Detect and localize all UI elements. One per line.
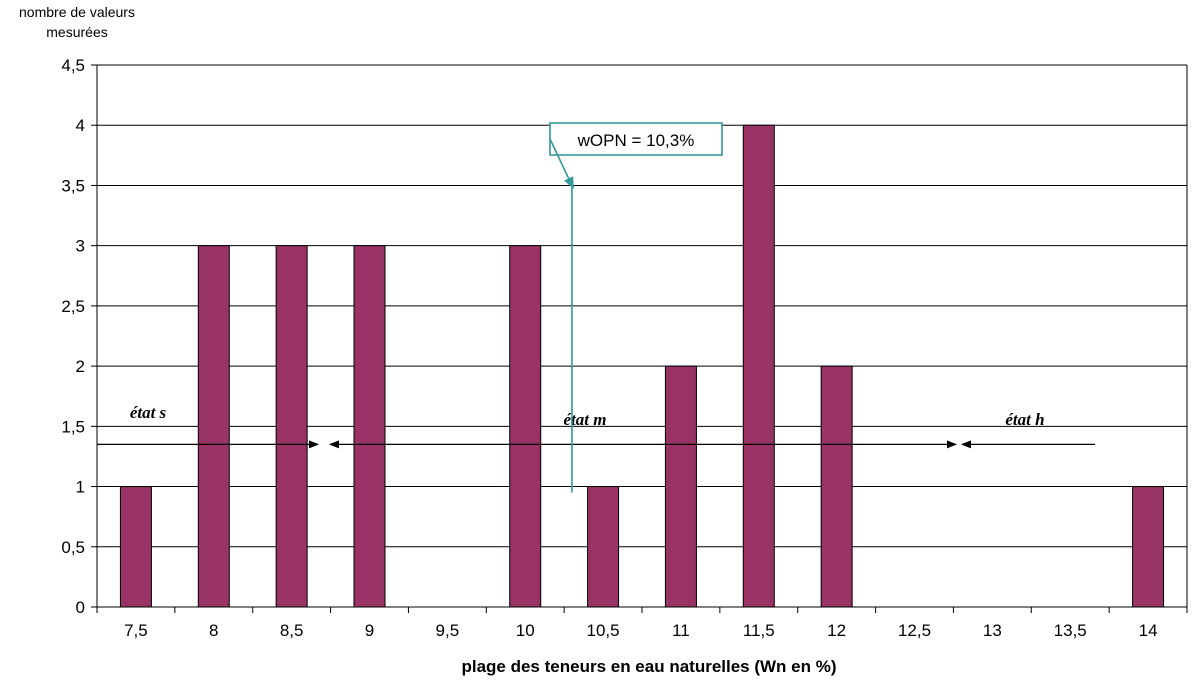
bar bbox=[119, 486, 152, 608]
x-tick-label: 8 bbox=[209, 621, 218, 640]
y-tick-label: 3,5 bbox=[61, 176, 85, 195]
state-label: état m bbox=[564, 410, 607, 429]
x-tick-label: 12 bbox=[827, 621, 846, 640]
wopn-callout-text: wOPN = 10,3% bbox=[577, 131, 695, 150]
y-tick-label: 4 bbox=[76, 116, 85, 135]
bar bbox=[509, 245, 542, 608]
y-tick-label: 1,5 bbox=[61, 417, 85, 436]
x-tick-label: 9,5 bbox=[436, 621, 460, 640]
bar bbox=[353, 245, 386, 608]
bar bbox=[587, 486, 620, 608]
x-tick-label: 12,5 bbox=[898, 621, 931, 640]
x-tick-label: 14 bbox=[1139, 621, 1158, 640]
bar bbox=[1132, 486, 1165, 608]
y-tick-label: 2 bbox=[76, 357, 85, 376]
y-tick-label: 0,5 bbox=[61, 538, 85, 557]
y-tick-label: 4,5 bbox=[61, 56, 85, 75]
wopn-callout-box bbox=[549, 122, 723, 156]
x-axis-label: plage des teneurs en eau naturelles (Wn … bbox=[461, 657, 836, 676]
wopn-callout-pointer bbox=[549, 138, 574, 190]
x-tick-label: 11 bbox=[672, 621, 690, 640]
y-tick-label: 0 bbox=[76, 598, 85, 617]
bar bbox=[275, 245, 308, 608]
x-tick-label: 9 bbox=[365, 621, 374, 640]
y-tick-label: 2,5 bbox=[61, 297, 85, 316]
x-tick-label: 13 bbox=[983, 621, 1002, 640]
bar bbox=[197, 245, 230, 608]
y-axis-label: nombre de valeurs mesurées bbox=[19, 4, 135, 40]
x-tick-label: 11,5 bbox=[743, 621, 775, 640]
bar bbox=[664, 365, 697, 608]
x-tick-label: 8,5 bbox=[280, 621, 304, 640]
state-label: état s bbox=[130, 403, 167, 422]
y-tick-label: 3 bbox=[76, 237, 85, 256]
bar bbox=[742, 124, 775, 608]
bar bbox=[820, 365, 853, 608]
x-tick-label: 10 bbox=[516, 621, 535, 640]
x-tick-label: 7,5 bbox=[124, 621, 148, 640]
y-tick-label: 1 bbox=[76, 478, 85, 497]
x-tick-label: 10,5 bbox=[587, 621, 620, 640]
x-tick-label: 13,5 bbox=[1054, 621, 1087, 640]
state-label: état h bbox=[1005, 410, 1044, 429]
